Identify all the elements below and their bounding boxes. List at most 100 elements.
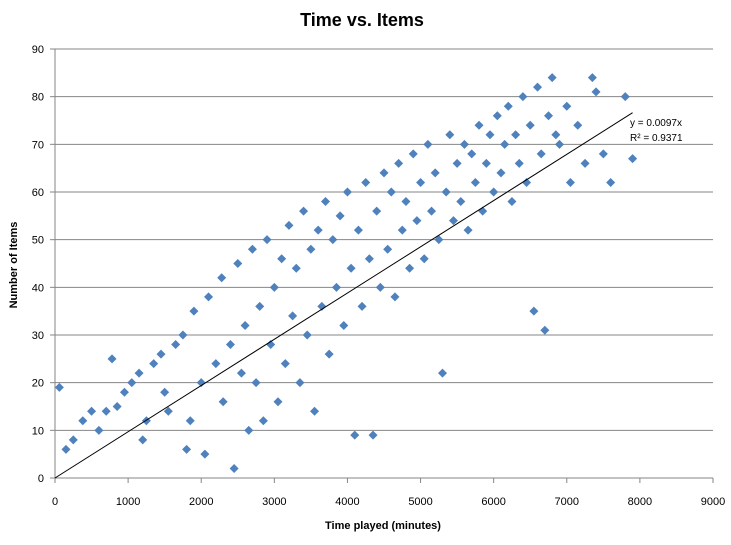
data-points <box>54 73 638 473</box>
data-point <box>408 149 418 159</box>
x-tick-label: 4000 <box>335 496 359 508</box>
data-point <box>258 416 268 426</box>
data-point <box>255 301 265 311</box>
data-point <box>529 306 539 316</box>
data-point <box>620 92 630 102</box>
y-axis-label: Number of Items <box>8 222 20 309</box>
data-point <box>78 416 88 426</box>
data-point <box>240 320 250 330</box>
data-point <box>331 282 341 292</box>
data-point <box>119 387 129 397</box>
data-point <box>178 330 188 340</box>
data-point <box>127 378 137 388</box>
data-point <box>321 197 331 207</box>
trendline <box>54 112 633 479</box>
data-point <box>134 368 144 378</box>
data-point <box>562 101 572 111</box>
y-tick-label: 50 <box>32 235 44 247</box>
data-point <box>565 177 575 187</box>
data-point <box>361 177 371 187</box>
data-point <box>54 382 64 392</box>
data-point <box>500 139 510 149</box>
data-point <box>628 154 638 164</box>
data-point <box>295 378 305 388</box>
data-point <box>94 425 104 435</box>
data-point <box>401 197 411 207</box>
data-point <box>434 235 444 245</box>
trendline-group <box>54 112 633 479</box>
data-point <box>452 158 462 168</box>
data-point <box>236 368 246 378</box>
x-tick-label: 7000 <box>555 496 579 508</box>
data-point <box>423 139 433 149</box>
data-point <box>390 292 400 302</box>
data-point <box>291 263 301 273</box>
data-point <box>339 320 349 330</box>
data-point <box>547 73 557 83</box>
data-point <box>269 282 279 292</box>
grid-lines <box>55 48 713 431</box>
y-tick-label: 10 <box>32 425 44 437</box>
data-point <box>456 197 466 207</box>
x-tick-label: 9000 <box>701 496 725 508</box>
data-point <box>200 449 210 459</box>
data-point <box>182 444 192 454</box>
data-point <box>481 158 491 168</box>
data-point <box>474 120 484 130</box>
data-point <box>138 435 148 445</box>
data-point <box>87 406 97 416</box>
trendline-r-squared: R² = 0.9371 <box>630 133 683 144</box>
axes <box>54 49 713 479</box>
data-point <box>536 149 546 159</box>
data-point <box>335 211 345 221</box>
data-point <box>522 177 532 187</box>
y-tick-label: 20 <box>32 378 44 390</box>
x-tick-label: 6000 <box>481 496 505 508</box>
data-point <box>247 244 257 254</box>
data-point <box>233 259 243 268</box>
x-tick-label: 2000 <box>189 496 213 508</box>
data-point <box>416 177 426 187</box>
data-point <box>540 325 550 335</box>
data-point <box>485 130 495 140</box>
data-point <box>317 301 327 311</box>
y-tick-label: 90 <box>32 44 44 56</box>
data-point <box>185 416 195 426</box>
data-point <box>470 177 480 187</box>
y-tick-label: 80 <box>32 92 44 104</box>
data-point <box>163 406 173 416</box>
data-point <box>328 235 338 245</box>
data-point <box>427 206 437 216</box>
data-point <box>397 225 407 235</box>
data-point <box>533 82 543 92</box>
data-point <box>101 406 111 416</box>
data-point <box>448 216 458 226</box>
data-point <box>386 187 396 197</box>
data-point <box>437 368 447 378</box>
data-point <box>372 206 382 216</box>
data-point <box>217 273 227 283</box>
data-point <box>587 73 597 83</box>
data-point <box>405 263 415 273</box>
data-point <box>459 139 469 149</box>
data-point <box>112 402 122 411</box>
data-point <box>489 187 499 197</box>
data-point <box>149 359 159 369</box>
data-point <box>107 354 117 364</box>
data-point <box>156 349 166 359</box>
y-tick-label: 40 <box>32 282 44 294</box>
data-point <box>379 168 389 178</box>
data-point <box>445 130 455 140</box>
data-point <box>514 158 524 168</box>
x-tick-label: 3000 <box>262 496 286 508</box>
data-point <box>368 430 378 440</box>
data-point <box>383 244 393 254</box>
data-point <box>310 406 320 416</box>
y-tick-label: 60 <box>32 187 44 199</box>
chart-title: Time vs. Items <box>300 10 424 30</box>
data-point <box>171 340 181 350</box>
data-point <box>204 292 214 302</box>
data-point <box>266 340 276 350</box>
data-point <box>189 306 199 316</box>
